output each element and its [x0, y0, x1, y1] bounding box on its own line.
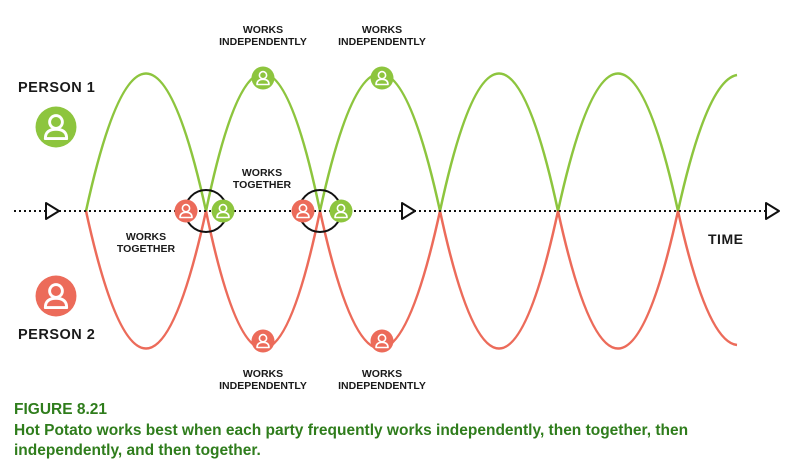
- person-1-icon: [210, 198, 236, 224]
- timeline-arrow-end: [765, 202, 780, 220]
- person-2-icon: [34, 274, 78, 318]
- person-2-icon: [290, 198, 316, 224]
- person-1-icon: [34, 105, 78, 149]
- works-independently-label-bottom-2: WORKS INDEPENDENTLY: [338, 368, 426, 392]
- person-1-wave: [84, 72, 738, 212]
- person-2-icon: [369, 328, 395, 354]
- works-together-label-2: WORKS TOGETHER: [233, 167, 292, 191]
- person-2-wave: [84, 210, 738, 350]
- works-together-label-1: WORKS TOGETHER: [117, 231, 176, 255]
- person-1-label: PERSON 1: [18, 80, 95, 96]
- works-independently-label-bottom-1: WORKS INDEPENDENTLY: [219, 368, 307, 392]
- figure-caption-text: Hot Potato works best when each party fr…: [14, 422, 689, 459]
- figure-number: FIGURE 8.21: [14, 401, 108, 418]
- time-label: TIME: [708, 231, 743, 247]
- person-1-icon: [250, 65, 276, 91]
- works-independently-label-top-2: WORKS INDEPENDENTLY: [338, 24, 426, 48]
- person-2-icon: [173, 198, 199, 224]
- person-1-icon: [369, 65, 395, 91]
- timeline-arrow-middle: [401, 202, 416, 220]
- hot-potato-diagram: PERSON 1 PERSON 2 TIME WORKS INDEPENDENTL…: [14, 24, 780, 392]
- person-2-label: PERSON 2: [18, 327, 95, 343]
- person-2-icon: [250, 328, 276, 354]
- person-1-icon: [328, 198, 354, 224]
- figure-caption: FIGURE 8.21 Hot Potato works best when e…: [14, 400, 790, 461]
- timeline-arrow-start: [45, 202, 60, 220]
- works-independently-label-top-1: WORKS INDEPENDENTLY: [219, 24, 307, 48]
